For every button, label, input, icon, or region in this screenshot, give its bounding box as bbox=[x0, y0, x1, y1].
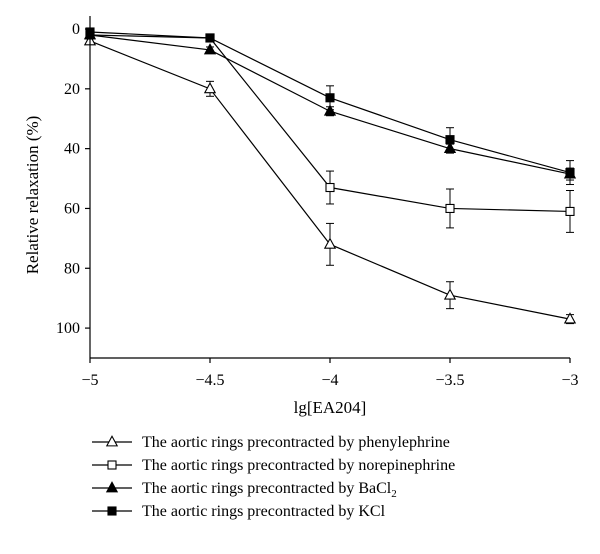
marker-open-triangle bbox=[105, 435, 119, 447]
y-tick-label: 80 bbox=[64, 260, 80, 277]
x-axis-title: lg[EA204] bbox=[294, 398, 367, 417]
legend-label: The aortic rings precontracted by phenyl… bbox=[142, 434, 450, 451]
marker-open-square bbox=[445, 203, 455, 214]
x-tick-label: −3.5 bbox=[435, 372, 464, 389]
marker-open-triangle bbox=[563, 312, 577, 324]
marker-open-square bbox=[325, 182, 335, 193]
x-tick-label: −4.5 bbox=[195, 372, 224, 389]
marker-filled-triangle bbox=[443, 141, 457, 154]
y-tick-label: 0 bbox=[72, 21, 80, 38]
x-ticks: −5 −4.5 −4 −3.5 −3 bbox=[81, 358, 579, 389]
marker-filled-square bbox=[565, 168, 575, 178]
y-ticks: 0 20 40 60 80 100 bbox=[56, 21, 90, 337]
legend-label: The aortic rings precontracted by BaCl2 bbox=[142, 480, 397, 500]
x-tick-label: −3 bbox=[561, 372, 578, 389]
legend-label-subscript: 2 bbox=[391, 488, 397, 500]
marker-open-triangle bbox=[323, 237, 337, 249]
y-axis-title: Relative relaxation (%) bbox=[23, 116, 42, 275]
marker-filled-triangle bbox=[105, 481, 119, 493]
legend: The aortic rings precontracted by phenyl… bbox=[92, 434, 455, 520]
y-tick-label: 40 bbox=[64, 141, 80, 158]
y-tick-label: 20 bbox=[64, 81, 80, 98]
x-tick-label: −4 bbox=[321, 372, 338, 389]
marker-filled-square bbox=[445, 135, 455, 145]
marker-filled-triangle bbox=[203, 43, 217, 55]
y-tick-label: 60 bbox=[64, 200, 80, 217]
marker-open-square bbox=[107, 460, 117, 470]
marker-filled-square bbox=[205, 33, 215, 43]
marker-open-triangle bbox=[203, 81, 217, 94]
marker-open-square bbox=[565, 206, 575, 216]
legend-label: The aortic rings precontracted by KCl bbox=[142, 503, 386, 520]
marker-filled-square bbox=[325, 93, 335, 103]
marker-filled-triangle bbox=[323, 104, 337, 116]
legend-label: The aortic rings precontracted by norepi… bbox=[142, 457, 455, 474]
error-bars bbox=[86, 34, 574, 325]
marker-open-triangle bbox=[443, 288, 457, 300]
y-tick-label: 100 bbox=[56, 320, 80, 337]
marker-filled-square bbox=[107, 506, 117, 516]
x-tick-label: −5 bbox=[81, 372, 98, 389]
